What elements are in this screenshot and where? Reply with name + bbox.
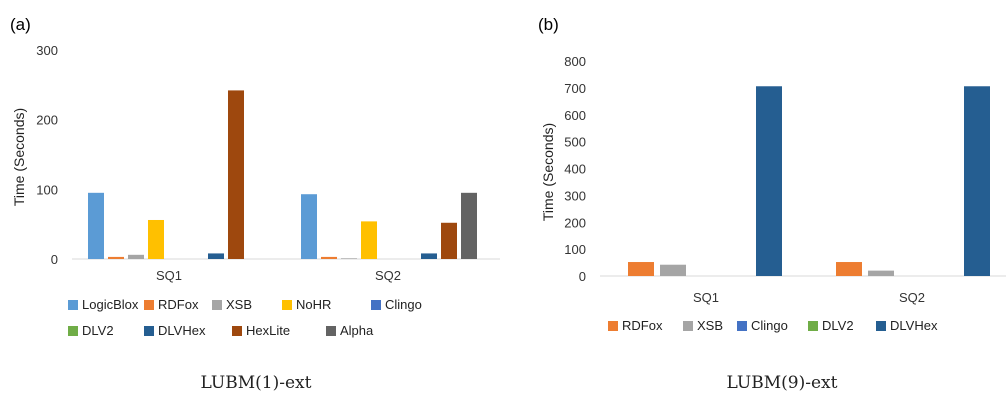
legend-label: DLVHex [890,318,938,333]
legend-item-dlv2: DLV2 [808,318,854,333]
bar-rdfox-sq1 [108,256,124,259]
y-tick-label: 0 [51,252,58,267]
legend-label: DLVHex [158,323,206,338]
legend-item-rdfox: RDFox [608,318,663,333]
legend-item-clingo: Clingo [737,318,788,333]
bar-rdfox-sq1 [628,262,654,276]
legend-swatch [212,300,222,310]
legend-swatch [144,300,154,310]
legend-swatch [68,326,78,336]
y-tick-label: 300 [564,188,586,203]
legend-item-rdfox: RDFox [144,297,199,312]
bar-logicblox-sq2 [301,194,317,259]
bar-alpha-sq2 [461,192,477,259]
y-tick-label: 100 [564,242,586,257]
legend-swatch [808,321,818,331]
bar-hexlite-sq2 [441,222,457,259]
bar-logicblox-sq1 [88,192,104,259]
legend-label: DLV2 [82,323,114,338]
bar-hexlite-sq1 [228,90,244,259]
y-tick-label: 200 [36,113,58,128]
legend-swatch [68,300,78,310]
legend-label: NoHR [296,297,331,312]
bar-rdfox-sq2 [321,256,337,259]
chart-panel-a: (a) Time (Seconds) 0 100 200 300 SQ1 SQ2 Log… [10,15,500,393]
legend-item-clingo: Clingo [371,297,422,312]
legend-item-dlvhex: DLVHex [876,318,938,333]
legend-label: Clingo [385,297,422,312]
legend-item-xsb: XSB [683,318,723,333]
y-tick-label: 600 [564,108,586,123]
legend-swatch [876,321,886,331]
legend-label: RDFox [622,318,663,333]
legend-label: DLV2 [822,318,854,333]
bar-dlvhex-sq1 [208,253,224,259]
x-category-label: SQ2 [375,268,401,283]
legend-label: HexLite [246,323,290,338]
legend-label: LogicBlox [82,297,139,312]
legend-swatch [144,326,154,336]
caption-b: LUBM(9)-ext [727,373,838,393]
bar-nohr-sq2 [361,221,377,259]
legend-swatch [371,300,381,310]
y-tick-label: 800 [564,54,586,69]
bar-dlvhex-sq1 [756,86,782,276]
legend-label: Clingo [751,318,788,333]
legend-item-nohr: NoHR [282,297,331,312]
panel-label-a: (a) [10,15,31,34]
legend-item-dlvhex: DLVHex [144,323,206,338]
y-tick-label: 500 [564,135,586,150]
bar-xsb-sq1 [128,254,144,259]
legend-item-logicblox: LogicBlox [68,297,139,312]
legend-label: RDFox [158,297,199,312]
x-category-label: SQ1 [156,268,182,283]
x-category-label: SQ2 [899,290,925,305]
legend-item-hexlite: HexLite [232,323,290,338]
panel-label-b: (b) [538,15,559,34]
y-tick-label: 300 [36,43,58,58]
legend-item-alpha: Alpha [326,323,374,338]
bar-xsb-sq2 [341,258,357,259]
bar-nohr-sq1 [148,219,164,259]
legend-label: XSB [226,297,252,312]
y-tick-label: 100 [36,182,58,197]
y-axis-title-b: Time (Seconds) [540,123,556,221]
bar-dlvhex-sq2 [421,253,437,259]
legend-label: XSB [697,318,723,333]
legend-swatch [232,326,242,336]
legend-swatch [326,326,336,336]
legend-item-dlv2: DLV2 [68,323,114,338]
legend-swatch [608,321,618,331]
caption-a: LUBM(1)-ext [201,373,312,393]
legend-item-xsb: XSB [212,297,252,312]
y-axis-title-a: Time (Seconds) [11,108,27,206]
x-category-label: SQ1 [693,290,719,305]
bar-xsb-sq2 [868,270,894,276]
y-tick-label: 0 [579,269,586,284]
bar-rdfox-sq2 [836,262,862,276]
legend-swatch [737,321,747,331]
bar-xsb-sq1 [660,264,686,276]
legend-swatch [683,321,693,331]
chart-panel-b: (b) Time (Seconds) 0 100 200 300 400 500 600 70… [538,15,1006,393]
bar-dlvhex-sq2 [964,86,990,276]
y-tick-label: 200 [564,215,586,230]
legend-label: Alpha [340,323,374,338]
y-tick-label: 700 [564,81,586,96]
legend-swatch [282,300,292,310]
y-tick-label: 400 [564,162,586,177]
